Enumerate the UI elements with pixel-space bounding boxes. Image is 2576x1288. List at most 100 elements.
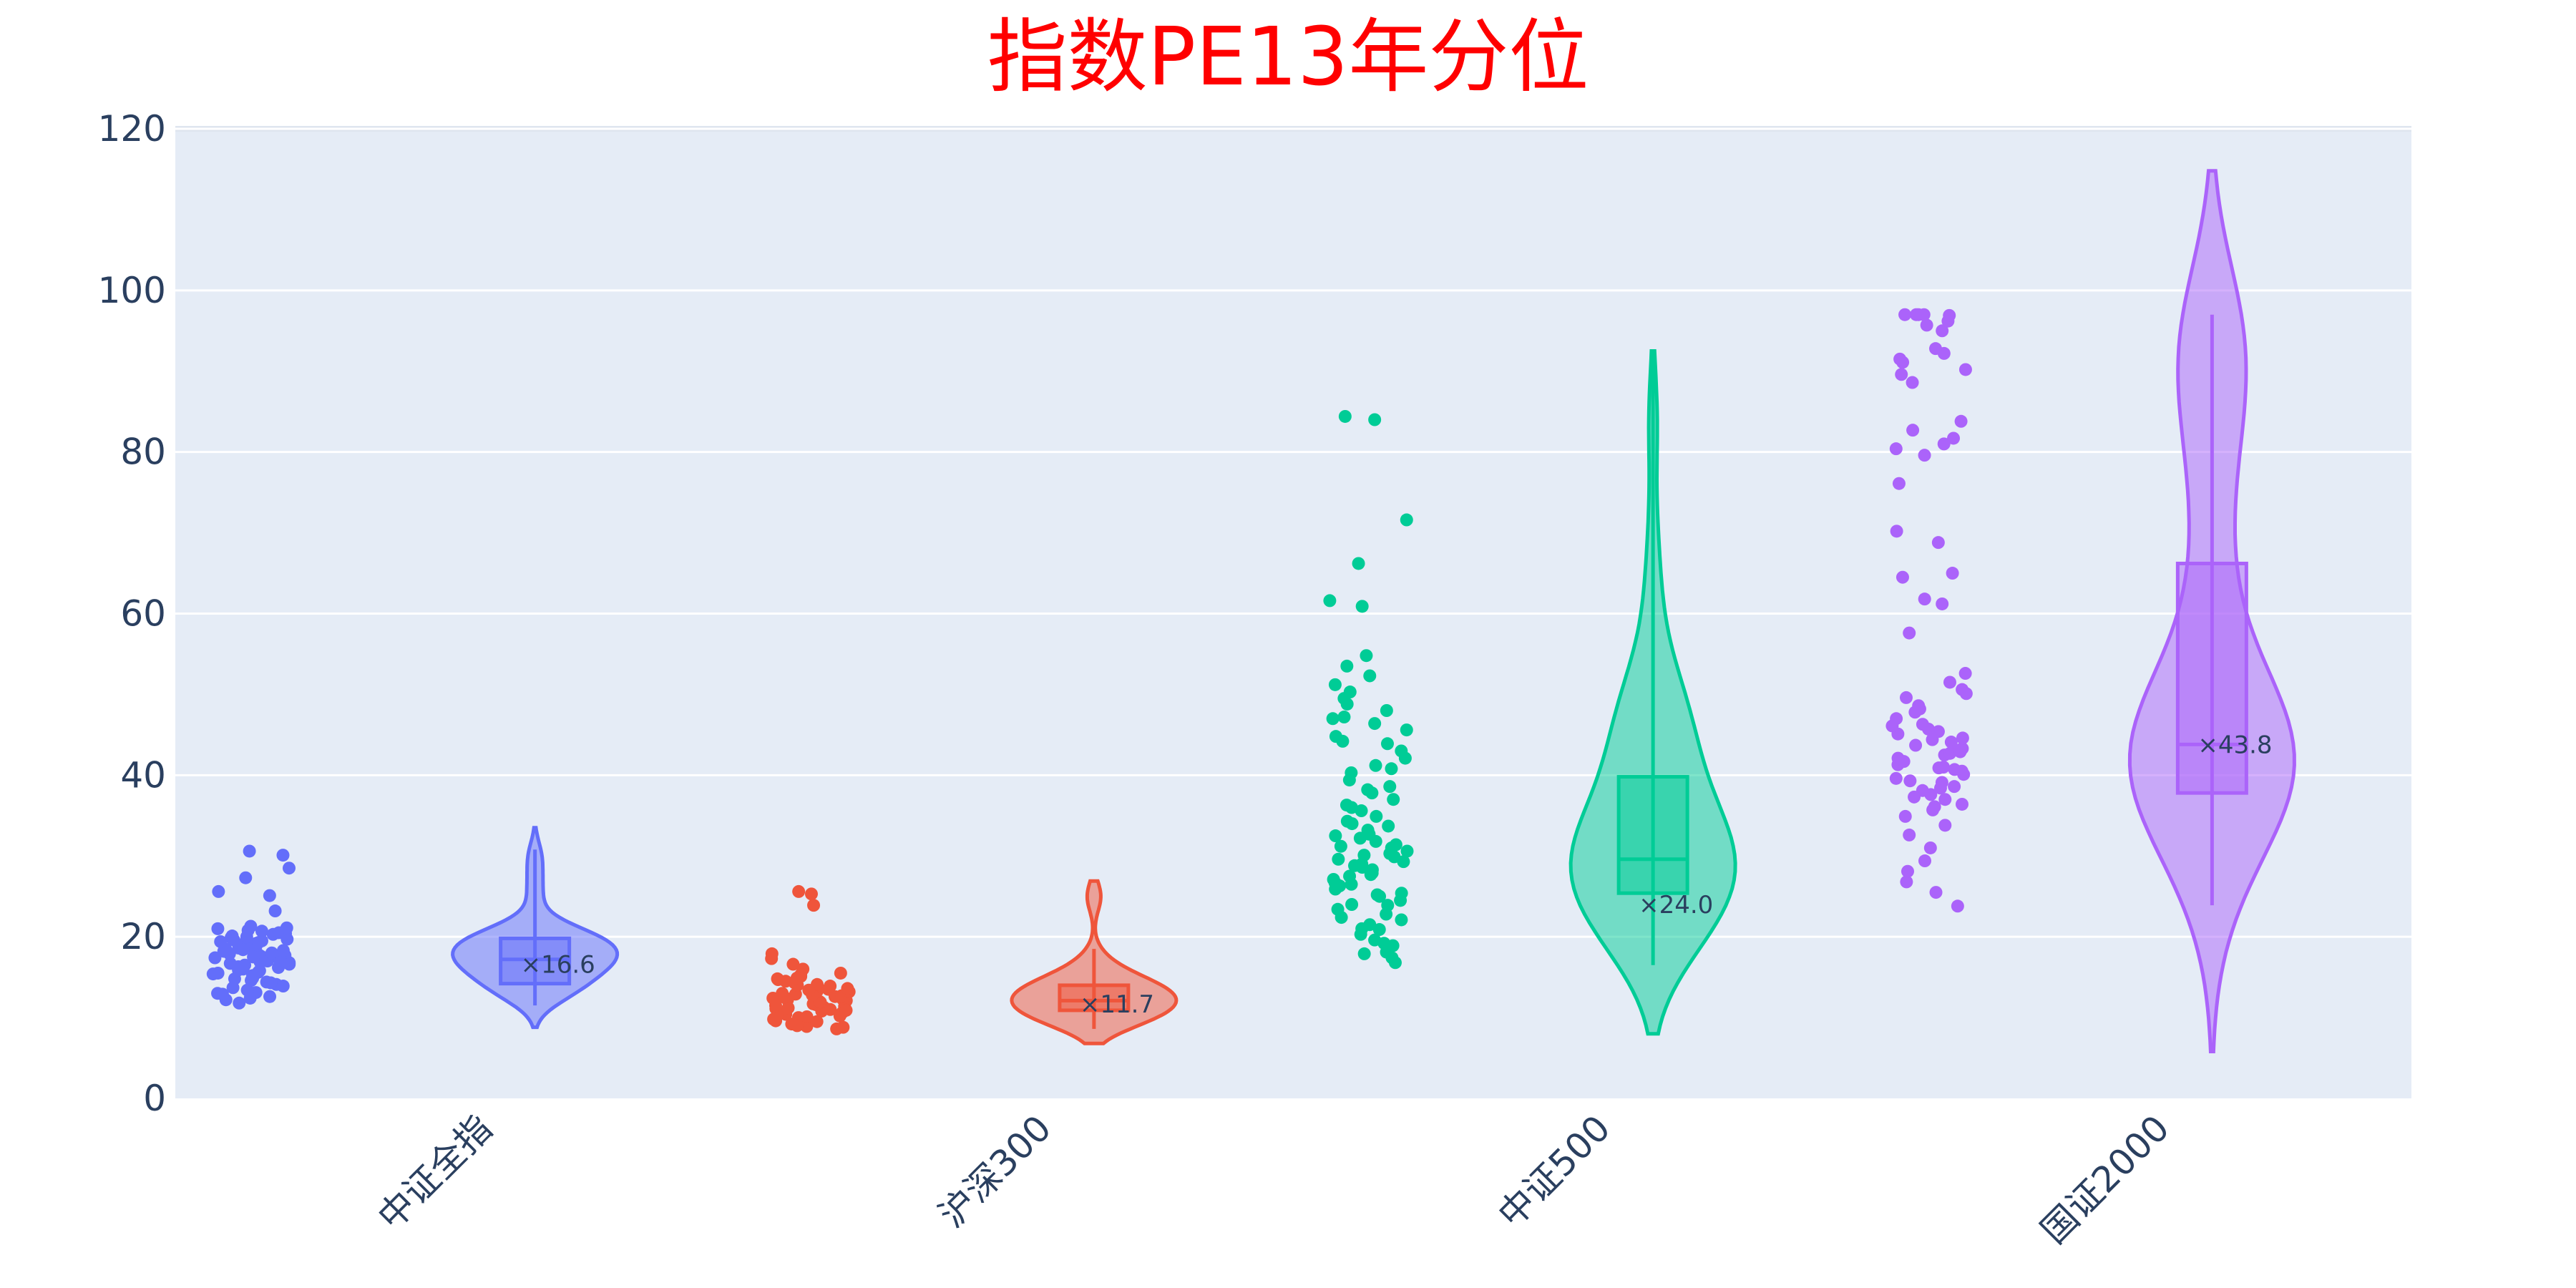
data-point (1327, 872, 1340, 886)
data-point (1917, 308, 1931, 321)
data-point (1355, 922, 1369, 935)
data-point (1345, 801, 1358, 814)
data-point (1943, 675, 1956, 689)
data-point (1382, 819, 1395, 833)
data-point (1889, 442, 1903, 456)
data-point (1368, 413, 1382, 426)
data-point (1381, 899, 1395, 912)
x-tick-label: 国证2000 (2033, 1107, 2177, 1252)
data-point (1889, 771, 1903, 785)
data-point (1951, 899, 1964, 913)
data-point (1906, 376, 1919, 389)
data-point (786, 957, 800, 971)
data-point (1328, 678, 1342, 691)
series-group: ×43.8 (1885, 169, 2296, 1053)
data-point (260, 975, 273, 989)
data-point (1903, 626, 1916, 640)
data-point (1899, 691, 1913, 704)
data-point (255, 924, 269, 938)
data-point (778, 990, 791, 1004)
data-point (1944, 736, 1958, 749)
annotation-label: ×11.7 (1080, 990, 1154, 1019)
data-point (1916, 718, 1929, 731)
data-point (1389, 838, 1402, 852)
data-point (1903, 828, 1916, 841)
data-point (1323, 594, 1337, 608)
data-point (1383, 780, 1397, 794)
data-point (791, 1019, 804, 1033)
data-point (1901, 864, 1914, 878)
data-point (1898, 809, 1912, 823)
data-point (276, 944, 290, 957)
data-point (1380, 704, 1393, 717)
data-point (243, 844, 256, 858)
annotation-label: ×43.8 (2197, 731, 2272, 759)
x-axis-ticks: 中证全指 沪深300 中证500 国证2000 (370, 1107, 2177, 1252)
data-point (769, 999, 783, 1013)
data-point (1347, 859, 1361, 872)
data-point (282, 862, 296, 875)
data-point (1387, 793, 1400, 806)
data-point (1332, 852, 1345, 866)
data-point (1357, 849, 1371, 862)
data-point (1395, 913, 1408, 927)
data-point (1937, 437, 1951, 451)
data-point (1337, 711, 1351, 724)
data-point (1335, 911, 1348, 924)
data-point (804, 887, 818, 901)
data-point (800, 1010, 814, 1023)
data-point (1370, 888, 1384, 902)
box (1058, 983, 1131, 1013)
y-tick-label: 120 (98, 108, 166, 150)
data-point (1928, 342, 1942, 356)
data-point (1898, 308, 1912, 321)
data-point (1948, 780, 1961, 794)
data-point (263, 889, 276, 902)
data-point (1343, 686, 1357, 699)
chart-title: 指数PE13年分位 (987, 11, 1589, 104)
data-point (241, 924, 255, 937)
data-point (1958, 363, 1972, 376)
data-point (1363, 669, 1377, 683)
data-point (1936, 597, 1949, 610)
data-point (268, 904, 282, 918)
data-point (276, 849, 290, 862)
data-point (1947, 431, 1961, 445)
data-point (1903, 774, 1917, 788)
data-point (1909, 738, 1923, 752)
y-tick-label: 80 (120, 431, 166, 473)
y-tick-label: 60 (120, 593, 166, 635)
x-tick-label: 中证全指 (370, 1107, 500, 1237)
y-axis-ticks: 0 20 40 60 80 100 120 (98, 108, 166, 1119)
data-point (807, 899, 821, 912)
data-point (1364, 868, 1377, 882)
x-tick-label: 沪深300 (931, 1107, 1059, 1235)
data-point (1958, 667, 1972, 680)
data-point (1918, 592, 1931, 606)
data-point (1400, 513, 1413, 527)
data-point (1918, 449, 1931, 462)
data-point (765, 947, 779, 960)
data-point (1895, 368, 1908, 381)
data-point (1956, 731, 1969, 745)
data-point (1954, 414, 1968, 428)
data-point (1890, 525, 1903, 538)
data-point (1370, 809, 1383, 823)
data-point (781, 1001, 795, 1015)
y-tick-label: 20 (120, 916, 166, 957)
data-point (283, 957, 296, 971)
data-point (1345, 766, 1358, 779)
data-point (1380, 737, 1394, 751)
data-point (1948, 763, 1961, 776)
data-point (1938, 819, 1952, 832)
data-point (800, 1020, 814, 1033)
data-point (1928, 800, 1941, 814)
data-point (1355, 600, 1369, 613)
data-point (1892, 477, 1906, 490)
data-point (771, 1008, 784, 1022)
data-point (252, 936, 265, 950)
y-tick-label: 40 (120, 754, 166, 796)
data-point (802, 983, 816, 997)
data-point (214, 935, 228, 948)
